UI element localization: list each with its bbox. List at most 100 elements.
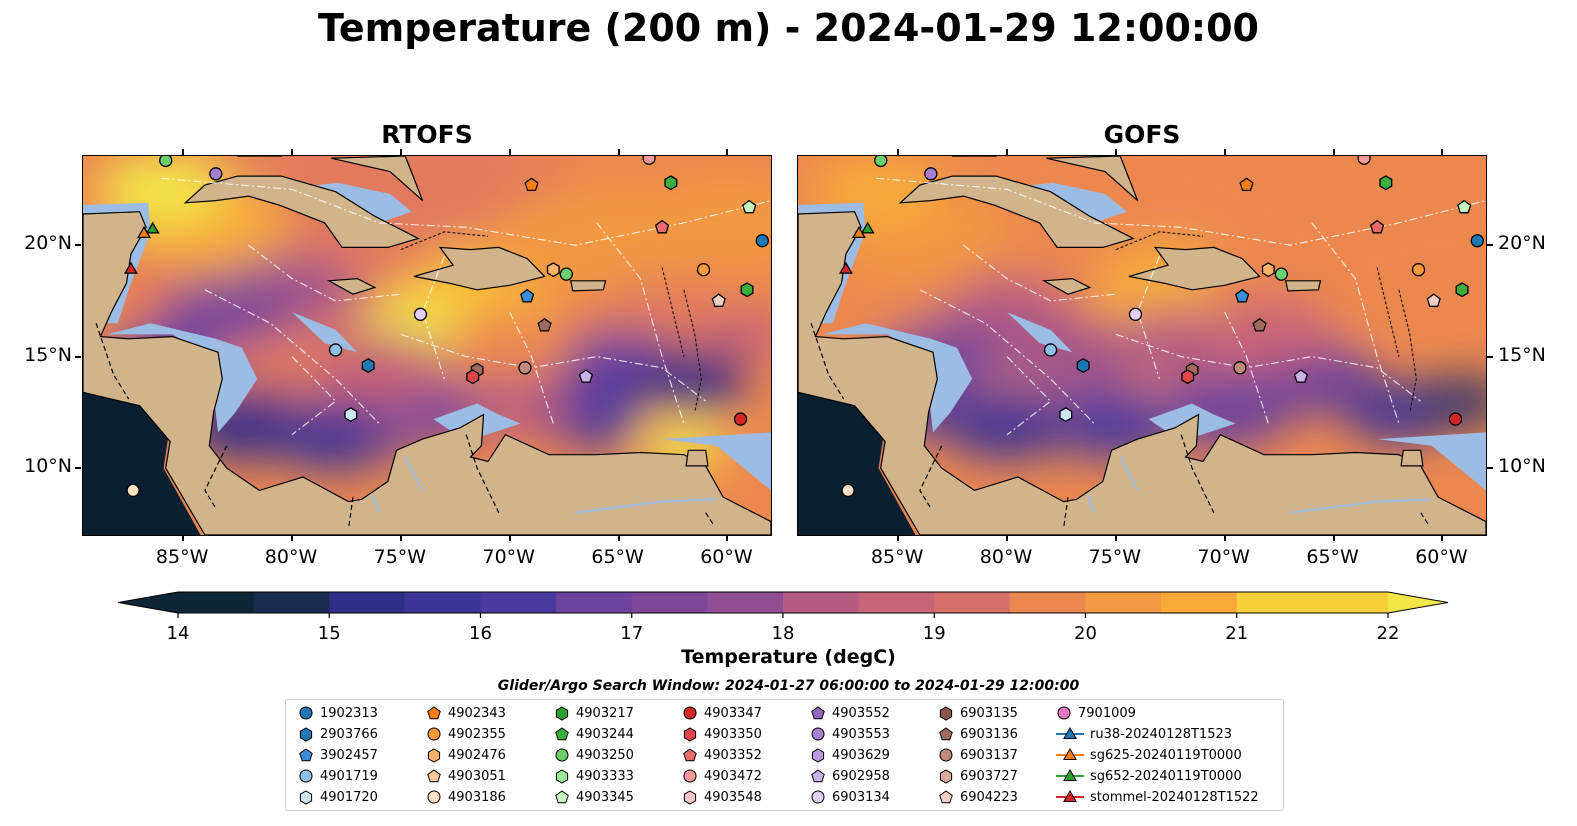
argo-float-marker-12[interactable] xyxy=(1274,267,1288,281)
legend-marker-icon xyxy=(811,748,825,763)
argo-float-marker-0[interactable] xyxy=(159,156,173,168)
gofs-map[interactable] xyxy=(797,155,1487,536)
legend-item: 4902476 xyxy=(426,745,506,765)
colorbar-bin xyxy=(783,592,860,613)
argo-float-marker-4[interactable] xyxy=(1379,175,1393,191)
argo-float-marker-16[interactable] xyxy=(328,343,343,357)
argo-float-marker-21[interactable] xyxy=(578,369,594,383)
glider-marker-25[interactable] xyxy=(145,221,160,234)
colorbar-tick-label: 16 xyxy=(469,623,492,644)
argo-float-marker-16[interactable] xyxy=(1043,343,1058,357)
argo-float-marker-19[interactable] xyxy=(1181,369,1195,385)
argo-float-marker-7[interactable] xyxy=(755,234,769,248)
argo-float-marker-21[interactable] xyxy=(1293,369,1309,383)
glider-marker-26[interactable] xyxy=(851,226,866,239)
lat-tick-label-left-2: 10°N xyxy=(24,455,72,478)
panel-title-rtofs: RTOFS xyxy=(381,120,473,149)
argo-float-marker-9[interactable] xyxy=(1426,293,1441,307)
argo-float-marker-17[interactable] xyxy=(361,358,375,374)
lat-tick-mark xyxy=(75,467,81,470)
argo-float-marker-23[interactable] xyxy=(1448,412,1463,426)
legend-marker-icon xyxy=(555,727,569,741)
argo-float-marker-0[interactable] xyxy=(874,156,888,168)
argo-float-marker-20[interactable] xyxy=(518,361,532,375)
lon-tick-mark xyxy=(897,535,900,541)
legend-marker-icon xyxy=(683,790,697,805)
argo-float-marker-22[interactable] xyxy=(1059,407,1073,423)
lon-tick-label-1-1: 80°W xyxy=(979,546,1033,568)
argo-float-marker-3[interactable] xyxy=(642,156,656,165)
lat-tick-label-right-1: 15°N xyxy=(1498,343,1546,366)
legend-item: 6903135 xyxy=(938,703,1018,723)
argo-float-marker-11[interactable] xyxy=(546,262,560,278)
argo-float-marker-24[interactable] xyxy=(126,483,140,498)
argo-float-marker-23[interactable] xyxy=(733,412,748,426)
colorbar-tick-label: 18 xyxy=(772,623,795,644)
argo-float-marker-8[interactable] xyxy=(696,263,711,277)
legend-item-label: 4903350 xyxy=(704,726,762,742)
lon-tick-label-0-2: 75°W xyxy=(373,546,427,568)
argo-float-marker-17[interactable] xyxy=(1076,358,1090,374)
legend-item: 4903217 xyxy=(554,703,634,723)
argo-float-marker-1[interactable] xyxy=(924,167,938,181)
argo-float-marker-10[interactable] xyxy=(1455,282,1469,298)
colorbar-bin xyxy=(178,592,255,613)
argo-float-marker-6[interactable] xyxy=(1457,199,1472,214)
argo-float-marker-19[interactable] xyxy=(466,369,480,385)
legend-item: 2903766 xyxy=(298,724,378,744)
legend-item-label: 4903250 xyxy=(576,747,634,763)
legend-marker-icon xyxy=(299,748,313,762)
lon-tick-label-1-2: 75°W xyxy=(1088,546,1142,568)
legend-item: 4903552 xyxy=(810,703,890,723)
argo-float-marker-24[interactable] xyxy=(841,483,855,498)
argo-float-marker-13[interactable] xyxy=(1235,288,1250,303)
argo-float-marker-15[interactable] xyxy=(537,317,552,332)
argo-float-marker-11[interactable] xyxy=(1261,262,1275,278)
argo-float-marker-14[interactable] xyxy=(1128,307,1143,321)
argo-float-marker-13[interactable] xyxy=(520,288,535,303)
argo-float-marker-2[interactable] xyxy=(524,177,539,192)
legend-marker-icon xyxy=(683,706,697,720)
lon-tick-mark xyxy=(617,535,620,541)
legend-item: 4903345 xyxy=(554,787,634,807)
argo-float-marker-4[interactable] xyxy=(664,175,678,191)
legend-item-label: 3902457 xyxy=(320,747,378,763)
legend-item-label: 2903766 xyxy=(320,726,378,742)
colorbar-tick-label: 22 xyxy=(1377,623,1400,644)
argo-float-marker-12[interactable] xyxy=(559,267,573,281)
glider-marker-27[interactable] xyxy=(123,261,138,274)
argo-float-marker-15[interactable] xyxy=(1252,317,1267,332)
argo-float-marker-10[interactable] xyxy=(740,282,754,298)
argo-float-marker-3[interactable] xyxy=(1357,156,1371,165)
lon-tick-mark xyxy=(182,149,185,155)
argo-float-marker-8[interactable] xyxy=(1411,263,1426,277)
argo-float-marker-5[interactable] xyxy=(1369,219,1385,234)
argo-float-marker-7[interactable] xyxy=(1470,234,1484,248)
argo-float-marker-5[interactable] xyxy=(654,219,670,234)
legend-item: 4902343 xyxy=(426,703,506,723)
legend-item: 4903548 xyxy=(682,787,762,807)
legend-marker-icon xyxy=(1056,769,1084,781)
legend-item: 6903134 xyxy=(810,787,890,807)
glider-marker-27[interactable] xyxy=(838,261,853,274)
argo-float-marker-2[interactable] xyxy=(1239,177,1254,192)
glider-marker-26[interactable] xyxy=(136,226,151,239)
argo-float-marker-22[interactable] xyxy=(344,407,358,423)
argo-float-marker-14[interactable] xyxy=(413,307,428,321)
legend-item: 4903244 xyxy=(554,724,634,744)
lat-tick-mark xyxy=(75,244,81,247)
rtofs-map[interactable] xyxy=(82,155,772,536)
argo-float-marker-20[interactable] xyxy=(1233,361,1247,375)
argo-float-marker-1[interactable] xyxy=(209,167,223,181)
legend-item-label: 4903548 xyxy=(704,789,762,805)
glider-marker-25[interactable] xyxy=(860,221,875,234)
legend-marker-icon xyxy=(683,727,697,742)
argo-float-marker-9[interactable] xyxy=(711,293,726,307)
legend-marker-icon xyxy=(1057,706,1071,720)
lon-tick-label-1-5: 60°W xyxy=(1415,546,1468,568)
legend-item: 4903347 xyxy=(682,703,762,723)
legend-item-label: 6902958 xyxy=(832,768,890,784)
lon-tick-label-1-3: 70°W xyxy=(1197,546,1250,568)
argo-float-marker-6[interactable] xyxy=(742,199,757,214)
lon-tick-label-0-5: 60°W xyxy=(700,546,753,568)
